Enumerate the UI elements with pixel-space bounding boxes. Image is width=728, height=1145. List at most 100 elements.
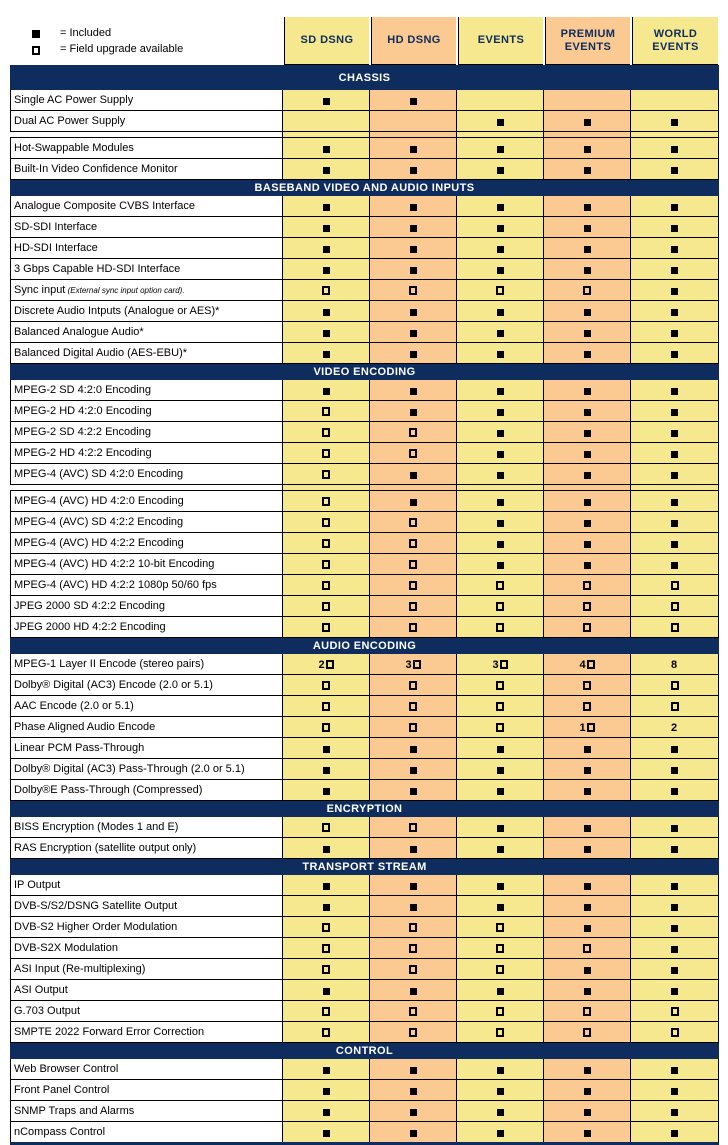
feature-label: Built-In Video Confidence Monitor (10, 158, 283, 180)
cell-number: 2 (318, 659, 325, 671)
filled-square-icon (583, 541, 591, 548)
filled-square-icon (496, 330, 504, 337)
filled-square-icon (583, 204, 591, 211)
value-cell (282, 442, 370, 464)
filled-square-icon (322, 351, 330, 358)
value-cell (456, 89, 544, 111)
open-square-icon (670, 681, 679, 690)
value-cell (282, 110, 370, 132)
filled-square-icon (583, 562, 591, 569)
section-title: ENCRYPTION (9, 800, 720, 817)
open-square-icon (322, 681, 330, 690)
section-header-video-encoding: VIDEO ENCODING (9, 363, 720, 380)
filled-square-icon (409, 499, 417, 506)
feature-row-aac-encode-2-0-or-5-1: AAC Encode (2.0 or 5.1) (10, 695, 720, 717)
value-cell (456, 1079, 544, 1101)
filled-square-icon (322, 788, 330, 795)
value-cell (629, 216, 720, 238)
open-square-icon (325, 660, 334, 669)
feature-row-dvb-s2-higher-order-modulation: DVB-S2 Higher Order Modulation (10, 916, 720, 938)
feature-row-mpeg-2-sd-4-2-0-encoding: MPEG-2 SD 4:2:0 Encoding (10, 379, 720, 401)
filled-square-icon (671, 1067, 679, 1074)
value-cell (456, 321, 544, 343)
feature-label: Web Browser Control (10, 1058, 283, 1080)
feature-label: DVB-S2 Higher Order Modulation (10, 916, 283, 938)
value-cell (282, 279, 370, 301)
feature-label: Discrete Audio Intputs (Analogue or AES)… (10, 300, 283, 322)
open-square-icon (322, 923, 330, 932)
value-cell (543, 216, 631, 238)
value-cell (629, 816, 720, 838)
value-cell (543, 1121, 631, 1144)
value-cell (629, 1021, 720, 1043)
filled-square-icon (496, 409, 504, 416)
value-cell (629, 874, 720, 896)
filled-square-icon (671, 119, 679, 126)
open-square-icon (322, 286, 330, 295)
value-cell (282, 532, 370, 554)
value-cell (629, 979, 720, 1001)
value-cell (369, 400, 457, 422)
value-cell (456, 779, 544, 801)
filled-square-icon (671, 351, 679, 358)
value-cell (543, 511, 631, 533)
feature-row-ncompass-control: nCompass Control (10, 1121, 720, 1144)
feature-row-mpeg-4-avc-hd-4-2-2-10-bit-encoding: MPEG-4 (AVC) HD 4:2:2 10-bit Encoding (10, 553, 720, 575)
filled-square-icon (496, 499, 504, 506)
open-square-icon (583, 602, 591, 611)
column-header-hd-dsng: HD DSNG (371, 17, 456, 65)
value-cell (369, 237, 457, 259)
value-cell (629, 321, 720, 343)
filled-square-icon (583, 925, 591, 932)
filled-square-icon (671, 472, 679, 479)
filled-square-icon (671, 267, 679, 274)
filled-square-icon (322, 1067, 330, 1074)
filled-square-icon (671, 225, 679, 232)
value-cell (456, 958, 544, 980)
open-square-icon (496, 581, 504, 590)
open-square-icon (670, 702, 679, 711)
feature-row-mpeg-4-avc-sd-4-2-0-encoding: MPEG-4 (AVC) SD 4:2:0 Encoding (10, 463, 720, 485)
feature-row-dolby-digital-ac3-encode-2-0-or-5-1: Dolby® Digital (AC3) Encode (2.0 or 5.1) (10, 674, 720, 696)
open-square-icon (496, 723, 504, 732)
open-square-icon (670, 1007, 679, 1016)
open-square-icon (586, 660, 595, 669)
value-cell (282, 616, 370, 638)
value-cell (456, 758, 544, 780)
open-square-icon (496, 944, 504, 953)
open-square-icon (499, 660, 508, 669)
filled-square-icon (409, 988, 417, 995)
value-cell (629, 237, 720, 259)
value-cell (282, 195, 370, 217)
value-cell (282, 874, 370, 896)
value-cell (629, 595, 720, 617)
value-cell: 4 (543, 653, 631, 675)
legend-included-label: = Included (60, 27, 112, 39)
value-cell (282, 321, 370, 343)
filled-square-icon (583, 330, 591, 337)
feature-label: MPEG-4 (AVC) HD 4:2:0 Encoding (10, 490, 283, 512)
feature-label: MPEG-4 (AVC) HD 4:2:2 1080p 50/60 fps (10, 574, 283, 596)
value-cell (369, 89, 457, 111)
section-title: AUDIO ENCODING (9, 637, 720, 654)
value-cell (282, 89, 370, 111)
value-cell (629, 1100, 720, 1122)
open-square-icon (322, 965, 330, 974)
legend: = Included = Field upgrade available (10, 17, 282, 65)
filled-square-icon (409, 330, 417, 337)
feature-row-balanced-digital-audio-aes-ebu: Balanced Digital Audio (AES-EBU)* (10, 342, 720, 364)
filled-square-icon (671, 409, 679, 416)
value-cell (543, 463, 631, 485)
value-cell (629, 937, 720, 959)
feature-row-single-ac-power-supply: Single AC Power Supply (10, 89, 720, 111)
value-cell (369, 258, 457, 280)
filled-square-icon (583, 309, 591, 316)
section-header-chassis: CHASSIS (9, 65, 720, 90)
feature-row-mpeg-2-sd-4-2-2-encoding: MPEG-2 SD 4:2:2 Encoding (10, 421, 720, 443)
value-cell (282, 695, 370, 717)
value-cell (629, 490, 720, 512)
feature-label: RAS Encryption (satellite output only) (10, 837, 283, 859)
value-cell (282, 511, 370, 533)
value-cell (369, 463, 457, 485)
value-cell (543, 137, 631, 159)
